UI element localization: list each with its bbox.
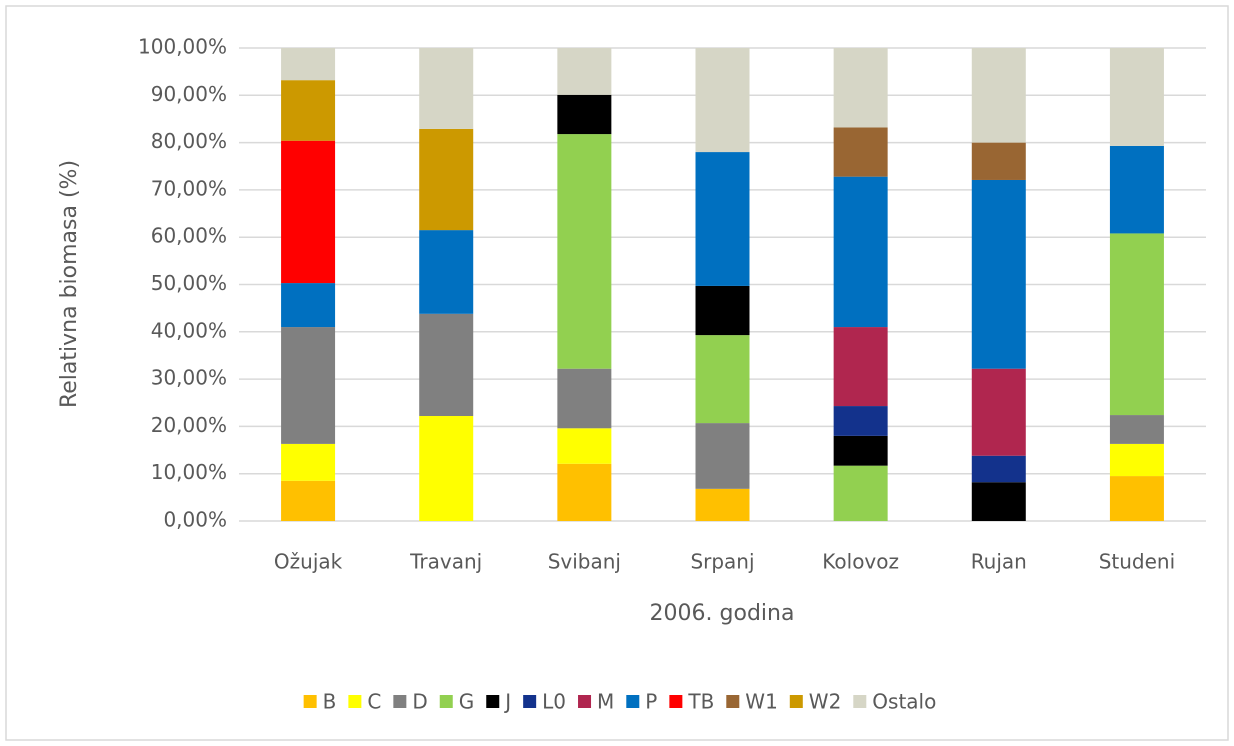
bar-segment <box>833 435 888 466</box>
bar-segment <box>971 455 1026 483</box>
legend-label: C <box>367 690 381 714</box>
bar-segment <box>557 48 612 95</box>
bar-segment <box>695 335 750 424</box>
bar-segment <box>971 179 1026 369</box>
bar-segment <box>833 127 888 177</box>
x-tick-label: Travanj <box>409 550 482 574</box>
bar-segment <box>419 48 474 129</box>
legend-label: L0 <box>542 690 566 714</box>
legend-label: TB <box>687 690 714 714</box>
bar-segment <box>833 176 888 328</box>
legend-swatch <box>486 695 500 708</box>
bar-segment <box>695 285 750 336</box>
y-tick-label: 80,00% <box>151 129 227 153</box>
bar-segment <box>695 152 750 286</box>
y-tick-label: 10,00% <box>151 460 227 484</box>
legend-swatch <box>523 695 537 708</box>
bar-segment <box>971 482 1026 521</box>
bar-segment <box>1109 476 1164 521</box>
legend-swatch <box>669 695 683 708</box>
bar-segment <box>1109 233 1164 416</box>
x-tick-label: Svibanj <box>548 550 621 574</box>
bar-segment <box>695 488 750 521</box>
legend-label: B <box>323 690 337 714</box>
bar-segment <box>281 140 336 284</box>
bar-segment <box>281 327 336 444</box>
bar-segment <box>557 463 612 521</box>
bar-segment <box>557 94 612 135</box>
bar-segment <box>1109 443 1164 477</box>
legend-label: Ostalo <box>872 690 936 714</box>
legend-label: M <box>597 690 614 714</box>
bar-segment <box>557 368 612 429</box>
bar-segment <box>281 283 336 328</box>
x-tick-label: Rujan <box>971 550 1027 574</box>
legend-swatch <box>393 695 407 708</box>
legend-swatch <box>578 695 592 708</box>
bar-segment <box>419 128 474 231</box>
y-tick-label: 20,00% <box>151 413 227 437</box>
x-tick-label: Kolovoz <box>822 550 899 574</box>
bar-segment <box>281 443 336 481</box>
x-tick-label: Studeni <box>1099 550 1175 574</box>
legend-label: J <box>503 690 511 714</box>
bar-segment <box>695 48 750 153</box>
y-tick-label: 30,00% <box>151 366 227 390</box>
y-tick-label: 60,00% <box>151 224 227 248</box>
legend-swatch <box>789 695 803 708</box>
bar-segment <box>833 406 888 436</box>
x-tick-label: Ožujak <box>274 550 343 574</box>
bar-segment <box>1109 415 1164 444</box>
bar-segment <box>971 48 1026 143</box>
y-tick-label: 100,00% <box>138 35 227 59</box>
bar-segment <box>419 230 474 314</box>
legend-label: W2 <box>809 690 842 714</box>
x-tick-label: Srpanj <box>690 550 754 574</box>
legend-swatch <box>348 695 362 708</box>
bar-segment <box>419 415 474 521</box>
bar-segment <box>971 142 1026 180</box>
bar-segment <box>1109 48 1164 146</box>
y-tick-label: 40,00% <box>151 318 227 342</box>
bar-segment <box>833 465 888 521</box>
legend-label: W1 <box>745 690 778 714</box>
legend-label: D <box>412 690 427 714</box>
bar-segment <box>281 48 336 81</box>
bar-segment <box>557 428 612 464</box>
bar-segment <box>419 313 474 416</box>
bar-segment <box>833 327 888 407</box>
y-tick-label: 0,00% <box>163 508 227 532</box>
legend-label: P <box>645 690 657 714</box>
legend-swatch <box>626 695 640 708</box>
bar-segment <box>281 80 336 141</box>
y-tick-label: 70,00% <box>151 176 227 200</box>
bar-segment <box>1109 145 1164 234</box>
bar-segment <box>833 48 888 128</box>
y-tick-label: 50,00% <box>151 271 227 295</box>
legend-swatch <box>303 695 317 708</box>
legend-swatch <box>726 695 740 708</box>
bar-segment <box>281 480 336 521</box>
legend-label: G <box>459 690 475 714</box>
bar-segment <box>557 134 612 369</box>
y-tick-label: 90,00% <box>151 82 227 106</box>
bar-segment <box>971 368 1026 456</box>
legend-swatch <box>439 695 453 708</box>
legend-swatch <box>853 695 867 708</box>
x-axis-label: 2006. godina <box>650 601 795 626</box>
y-axis-label: Relativna biomasa (%) <box>57 160 82 408</box>
bar-segment <box>695 423 750 489</box>
